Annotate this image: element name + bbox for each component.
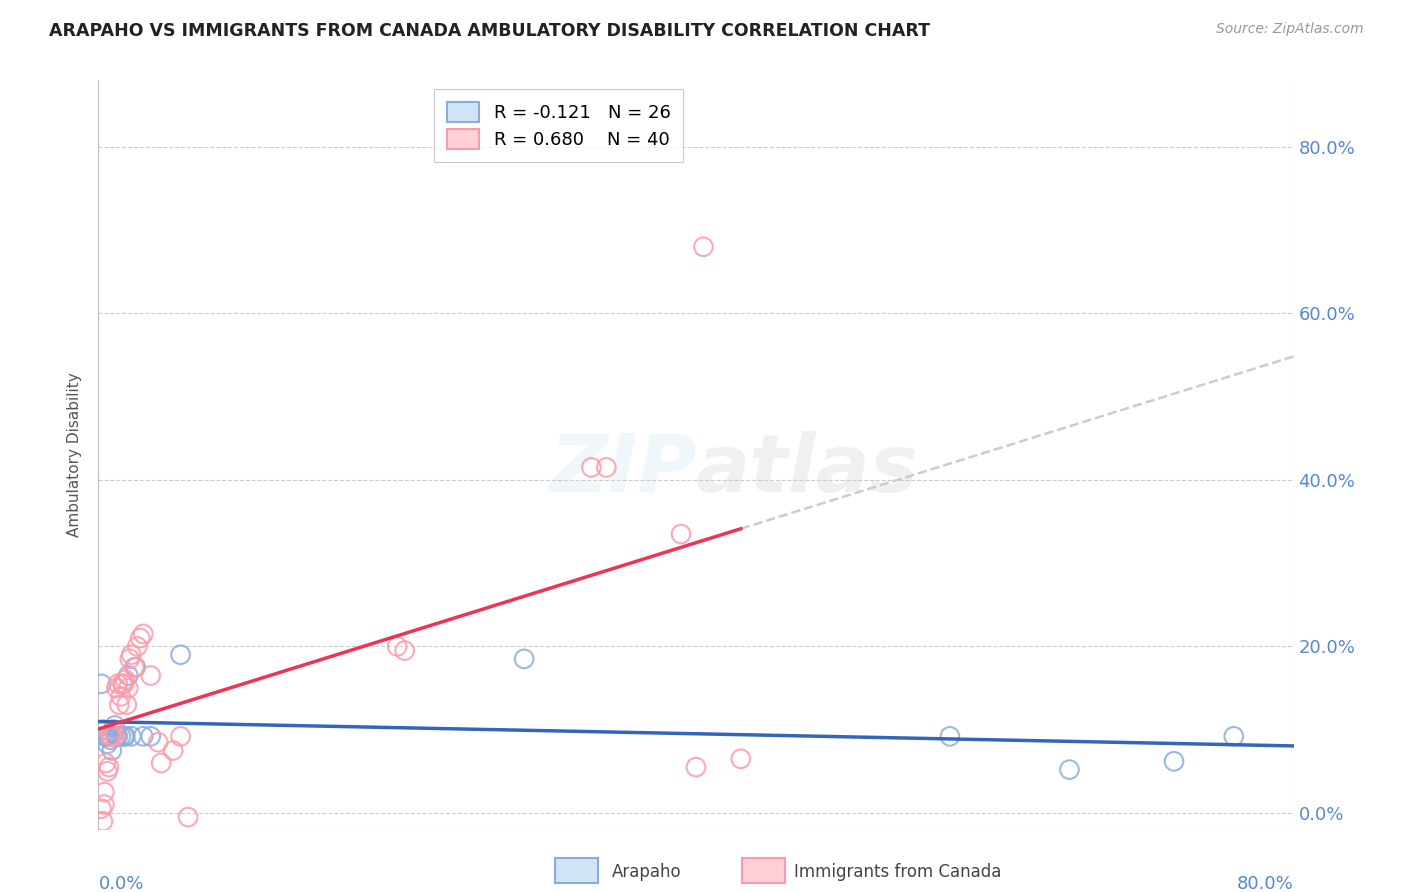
Text: 80.0%: 80.0%	[1237, 875, 1294, 892]
Point	[101, 729, 124, 743]
Point	[90, 802, 112, 816]
Point	[127, 640, 149, 654]
Point	[120, 648, 142, 662]
Point	[103, 723, 125, 737]
Point	[97, 760, 120, 774]
Legend: R = -0.121   N = 26, R = 0.680    N = 40: R = -0.121 N = 26, R = 0.680 N = 40	[434, 89, 683, 161]
Point	[96, 764, 118, 779]
Point	[139, 729, 162, 743]
Point	[93, 785, 115, 799]
Point	[114, 729, 136, 743]
Point	[939, 729, 962, 743]
Point	[90, 677, 112, 691]
Point	[91, 814, 114, 829]
Point	[91, 723, 114, 737]
Point	[105, 729, 128, 743]
Text: atlas: atlas	[696, 431, 918, 509]
Point	[117, 681, 139, 695]
Point	[112, 729, 135, 743]
Point	[730, 752, 752, 766]
Point	[595, 460, 617, 475]
Text: ZIP: ZIP	[548, 431, 696, 509]
Point	[93, 729, 115, 743]
Point	[385, 640, 409, 654]
Point	[114, 673, 136, 687]
Point	[1163, 754, 1185, 768]
Point	[101, 743, 124, 757]
Text: Source: ZipAtlas.com: Source: ZipAtlas.com	[1216, 22, 1364, 37]
Point	[150, 756, 173, 770]
Point	[124, 660, 146, 674]
Point	[692, 240, 714, 254]
Point	[139, 668, 162, 682]
Point	[125, 660, 148, 674]
Point	[1223, 729, 1246, 743]
Point	[394, 643, 416, 657]
Point	[117, 668, 139, 682]
Point	[162, 743, 184, 757]
Point	[104, 729, 127, 743]
Text: 0.0%: 0.0%	[98, 875, 143, 892]
Point	[96, 737, 118, 751]
Point	[581, 460, 603, 475]
Point	[685, 760, 707, 774]
Point	[104, 718, 127, 732]
Point	[94, 729, 117, 743]
Point	[103, 723, 125, 737]
Point	[107, 729, 129, 743]
Point	[169, 729, 191, 743]
Point	[118, 652, 141, 666]
Point	[98, 732, 122, 747]
Text: Arapaho: Arapaho	[612, 863, 682, 881]
Point	[169, 648, 191, 662]
Point	[111, 677, 134, 691]
Point	[1059, 763, 1081, 777]
Point	[120, 729, 142, 743]
Point	[148, 735, 170, 749]
Point	[669, 527, 692, 541]
Point	[107, 677, 129, 691]
Point	[110, 690, 132, 704]
Point	[94, 756, 117, 770]
Text: Immigrants from Canada: Immigrants from Canada	[794, 863, 1001, 881]
Point	[129, 631, 152, 645]
Point	[177, 810, 200, 824]
Point	[115, 698, 138, 712]
Point	[110, 729, 132, 743]
Point	[105, 681, 128, 695]
Y-axis label: Ambulatory Disability: Ambulatory Disability	[67, 373, 83, 537]
Point	[97, 729, 120, 743]
Point	[108, 698, 131, 712]
Point	[513, 652, 536, 666]
Point	[132, 627, 155, 641]
Point	[112, 677, 135, 691]
Point	[98, 729, 122, 743]
Point	[132, 729, 155, 743]
Text: ARAPAHO VS IMMIGRANTS FROM CANADA AMBULATORY DISABILITY CORRELATION CHART: ARAPAHO VS IMMIGRANTS FROM CANADA AMBULA…	[49, 22, 931, 40]
Point	[93, 797, 115, 812]
